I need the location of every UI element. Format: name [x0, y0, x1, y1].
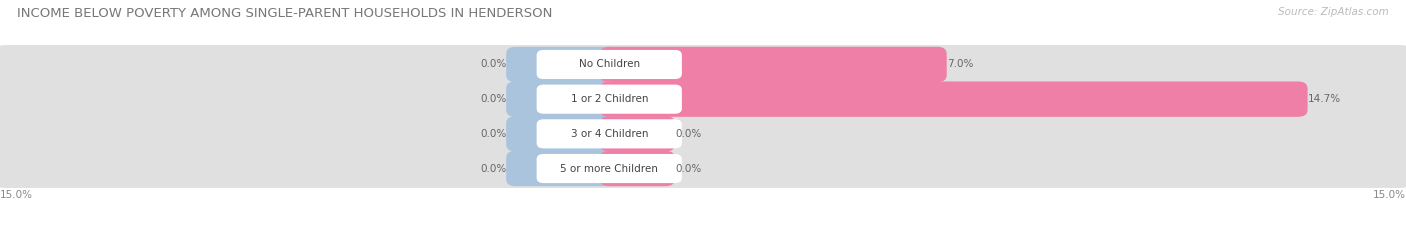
FancyBboxPatch shape	[537, 154, 682, 183]
Text: 0.0%: 0.0%	[479, 94, 506, 104]
Bar	[0, 47, 1406, 82]
FancyBboxPatch shape	[0, 80, 1406, 119]
Text: 15.0%: 15.0%	[1374, 190, 1406, 200]
Text: INCOME BELOW POVERTY AMONG SINGLE-PARENT HOUSEHOLDS IN HENDERSON: INCOME BELOW POVERTY AMONG SINGLE-PARENT…	[17, 7, 553, 20]
FancyBboxPatch shape	[0, 149, 1406, 188]
FancyBboxPatch shape	[600, 47, 946, 82]
Text: 1 or 2 Children: 1 or 2 Children	[571, 94, 648, 104]
FancyBboxPatch shape	[600, 151, 675, 186]
Text: No Children: No Children	[579, 59, 640, 69]
FancyBboxPatch shape	[537, 85, 682, 114]
FancyBboxPatch shape	[537, 119, 682, 148]
FancyBboxPatch shape	[506, 116, 619, 151]
Text: 14.7%: 14.7%	[1308, 94, 1341, 104]
FancyBboxPatch shape	[506, 47, 619, 82]
Text: 15.0%: 15.0%	[0, 190, 32, 200]
FancyBboxPatch shape	[506, 82, 619, 117]
Bar	[0, 151, 1406, 186]
Bar	[0, 116, 1406, 151]
Text: 0.0%: 0.0%	[675, 164, 702, 174]
FancyBboxPatch shape	[537, 50, 682, 79]
Text: 3 or 4 Children: 3 or 4 Children	[571, 129, 648, 139]
FancyBboxPatch shape	[0, 114, 1406, 153]
Text: 0.0%: 0.0%	[479, 164, 506, 174]
FancyBboxPatch shape	[0, 45, 1406, 84]
FancyBboxPatch shape	[506, 151, 619, 186]
Text: 0.0%: 0.0%	[675, 129, 702, 139]
Text: 0.0%: 0.0%	[479, 129, 506, 139]
FancyBboxPatch shape	[600, 82, 1308, 117]
Text: 0.0%: 0.0%	[479, 59, 506, 69]
Bar	[0, 82, 1406, 116]
Text: Source: ZipAtlas.com: Source: ZipAtlas.com	[1278, 7, 1389, 17]
FancyBboxPatch shape	[600, 116, 675, 151]
Text: 7.0%: 7.0%	[946, 59, 973, 69]
Text: 5 or more Children: 5 or more Children	[561, 164, 658, 174]
